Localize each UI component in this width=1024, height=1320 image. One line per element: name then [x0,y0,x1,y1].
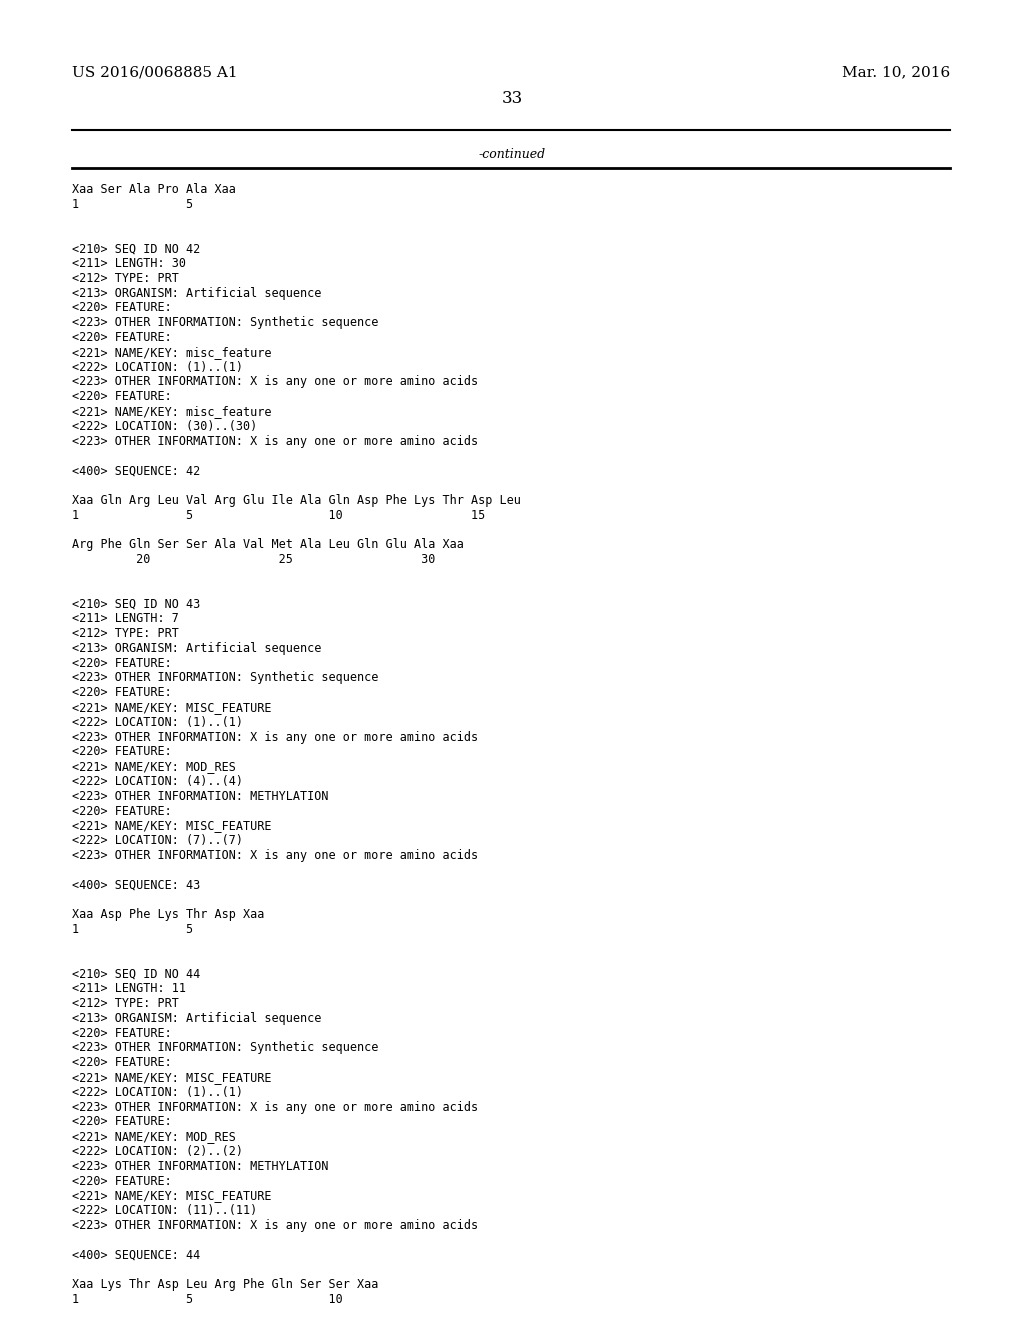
Text: <222> LOCATION: (1)..(1): <222> LOCATION: (1)..(1) [72,1086,243,1098]
Text: US 2016/0068885 A1: US 2016/0068885 A1 [72,65,238,79]
Text: <222> LOCATION: (30)..(30): <222> LOCATION: (30)..(30) [72,420,257,433]
Text: <400> SEQUENCE: 42: <400> SEQUENCE: 42 [72,465,201,478]
Text: <223> OTHER INFORMATION: X is any one or more amino acids: <223> OTHER INFORMATION: X is any one or… [72,434,478,447]
Text: 1               5: 1 5 [72,198,194,211]
Text: <223> OTHER INFORMATION: X is any one or more amino acids: <223> OTHER INFORMATION: X is any one or… [72,1101,478,1114]
Text: <223> OTHER INFORMATION: Synthetic sequence: <223> OTHER INFORMATION: Synthetic seque… [72,672,379,684]
Text: <213> ORGANISM: Artificial sequence: <213> ORGANISM: Artificial sequence [72,642,322,655]
Text: <220> FEATURE:: <220> FEATURE: [72,301,172,314]
Text: <223> OTHER INFORMATION: METHYLATION: <223> OTHER INFORMATION: METHYLATION [72,789,329,803]
Text: 1               5                   10                  15: 1 5 10 15 [72,508,485,521]
Text: <220> FEATURE:: <220> FEATURE: [72,1027,172,1040]
Text: <210> SEQ ID NO 42: <210> SEQ ID NO 42 [72,242,201,255]
Text: <222> LOCATION: (7)..(7): <222> LOCATION: (7)..(7) [72,834,243,847]
Text: <220> FEATURE:: <220> FEATURE: [72,656,172,669]
Text: <221> NAME/KEY: MISC_FEATURE: <221> NAME/KEY: MISC_FEATURE [72,1189,271,1203]
Text: <220> FEATURE:: <220> FEATURE: [72,331,172,345]
Text: <222> LOCATION: (2)..(2): <222> LOCATION: (2)..(2) [72,1144,243,1158]
Text: <223> OTHER INFORMATION: METHYLATION: <223> OTHER INFORMATION: METHYLATION [72,1160,329,1172]
Text: <211> LENGTH: 11: <211> LENGTH: 11 [72,982,186,995]
Text: <220> FEATURE:: <220> FEATURE: [72,1115,172,1129]
Text: <221> NAME/KEY: MISC_FEATURE: <221> NAME/KEY: MISC_FEATURE [72,820,271,833]
Text: <221> NAME/KEY: MISC_FEATURE: <221> NAME/KEY: MISC_FEATURE [72,1071,271,1084]
Text: <221> NAME/KEY: misc_feature: <221> NAME/KEY: misc_feature [72,346,271,359]
Text: 33: 33 [502,90,522,107]
Text: Xaa Gln Arg Leu Val Arg Glu Ile Ala Gln Asp Phe Lys Thr Asp Leu: Xaa Gln Arg Leu Val Arg Glu Ile Ala Gln … [72,494,521,507]
Text: <211> LENGTH: 30: <211> LENGTH: 30 [72,257,186,271]
Text: <223> OTHER INFORMATION: Synthetic sequence: <223> OTHER INFORMATION: Synthetic seque… [72,317,379,329]
Text: Xaa Ser Ala Pro Ala Xaa: Xaa Ser Ala Pro Ala Xaa [72,183,236,195]
Text: <221> NAME/KEY: MOD_RES: <221> NAME/KEY: MOD_RES [72,760,236,774]
Text: <220> FEATURE:: <220> FEATURE: [72,746,172,759]
Text: 1               5                   10: 1 5 10 [72,1294,343,1305]
Text: <221> NAME/KEY: MISC_FEATURE: <221> NAME/KEY: MISC_FEATURE [72,701,271,714]
Text: <220> FEATURE:: <220> FEATURE: [72,805,172,817]
Text: Xaa Asp Phe Lys Thr Asp Xaa: Xaa Asp Phe Lys Thr Asp Xaa [72,908,264,921]
Text: <222> LOCATION: (4)..(4): <222> LOCATION: (4)..(4) [72,775,243,788]
Text: -continued: -continued [478,148,546,161]
Text: <212> TYPE: PRT: <212> TYPE: PRT [72,627,179,640]
Text: <223> OTHER INFORMATION: X is any one or more amino acids: <223> OTHER INFORMATION: X is any one or… [72,730,478,743]
Text: <223> OTHER INFORMATION: X is any one or more amino acids: <223> OTHER INFORMATION: X is any one or… [72,849,478,862]
Text: <210> SEQ ID NO 43: <210> SEQ ID NO 43 [72,598,201,610]
Text: Xaa Lys Thr Asp Leu Arg Phe Gln Ser Ser Xaa: Xaa Lys Thr Asp Leu Arg Phe Gln Ser Ser … [72,1278,379,1291]
Text: 20                  25                  30: 20 25 30 [72,553,435,566]
Text: <221> NAME/KEY: MOD_RES: <221> NAME/KEY: MOD_RES [72,1130,236,1143]
Text: <400> SEQUENCE: 43: <400> SEQUENCE: 43 [72,879,201,891]
Text: <223> OTHER INFORMATION: Synthetic sequence: <223> OTHER INFORMATION: Synthetic seque… [72,1041,379,1055]
Text: <221> NAME/KEY: misc_feature: <221> NAME/KEY: misc_feature [72,405,271,418]
Text: <212> TYPE: PRT: <212> TYPE: PRT [72,997,179,1010]
Text: <222> LOCATION: (1)..(1): <222> LOCATION: (1)..(1) [72,360,243,374]
Text: Mar. 10, 2016: Mar. 10, 2016 [842,65,950,79]
Text: <223> OTHER INFORMATION: X is any one or more amino acids: <223> OTHER INFORMATION: X is any one or… [72,1218,478,1232]
Text: <220> FEATURE:: <220> FEATURE: [72,1056,172,1069]
Text: <213> ORGANISM: Artificial sequence: <213> ORGANISM: Artificial sequence [72,286,322,300]
Text: 1               5: 1 5 [72,923,194,936]
Text: <400> SEQUENCE: 44: <400> SEQUENCE: 44 [72,1249,201,1262]
Text: <222> LOCATION: (11)..(11): <222> LOCATION: (11)..(11) [72,1204,257,1217]
Text: <220> FEATURE:: <220> FEATURE: [72,686,172,700]
Text: Arg Phe Gln Ser Ser Ala Val Met Ala Leu Gln Glu Ala Xaa: Arg Phe Gln Ser Ser Ala Val Met Ala Leu … [72,539,464,552]
Text: <211> LENGTH: 7: <211> LENGTH: 7 [72,612,179,626]
Text: <213> ORGANISM: Artificial sequence: <213> ORGANISM: Artificial sequence [72,1012,322,1024]
Text: <222> LOCATION: (1)..(1): <222> LOCATION: (1)..(1) [72,715,243,729]
Text: <212> TYPE: PRT: <212> TYPE: PRT [72,272,179,285]
Text: <220> FEATURE:: <220> FEATURE: [72,391,172,403]
Text: <210> SEQ ID NO 44: <210> SEQ ID NO 44 [72,968,201,981]
Text: <220> FEATURE:: <220> FEATURE: [72,1175,172,1188]
Text: <223> OTHER INFORMATION: X is any one or more amino acids: <223> OTHER INFORMATION: X is any one or… [72,375,478,388]
